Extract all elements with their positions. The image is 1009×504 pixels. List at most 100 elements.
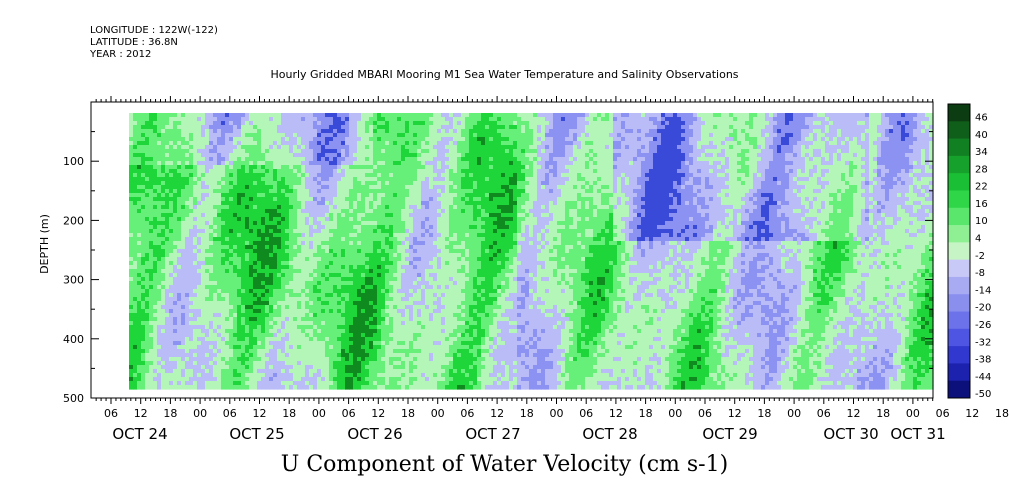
heatmap-cell <box>153 209 158 214</box>
heatmap-cell <box>185 129 190 134</box>
heatmap-cell <box>149 185 154 190</box>
heatmap-cell <box>161 369 166 374</box>
heatmap-cell <box>205 381 210 386</box>
heatmap-cell <box>185 309 190 314</box>
heatmap-cell <box>141 245 146 250</box>
heatmap-cell <box>145 133 150 138</box>
heatmap-cell <box>177 117 182 122</box>
heatmap-cell <box>149 121 154 126</box>
heatmap-cell <box>137 297 142 302</box>
heatmap-cell <box>169 245 174 250</box>
heatmap-cell <box>209 209 214 214</box>
heatmap-cell <box>161 277 166 282</box>
heatmap-cell <box>205 201 210 206</box>
heatmap-cell <box>189 297 194 302</box>
heatmap-cell <box>205 177 210 182</box>
heatmap-cell <box>129 349 134 354</box>
heatmap-cell <box>177 209 182 214</box>
heatmap-cell <box>129 325 134 330</box>
heatmap-cell <box>185 261 190 266</box>
heatmap-cell <box>197 225 202 230</box>
heatmap-cell <box>153 197 158 202</box>
heatmap-cell <box>205 281 210 286</box>
heatmap-cell <box>161 161 166 166</box>
heatmap-cell <box>133 293 138 298</box>
heatmap-cell <box>197 249 202 254</box>
heatmap-cell <box>181 305 186 310</box>
heatmap-cell <box>201 249 206 254</box>
heatmap-cell <box>201 165 206 170</box>
heatmap-cell <box>141 205 146 210</box>
heatmap-cell <box>193 129 198 134</box>
heatmap-cell <box>177 317 182 322</box>
heatmap-cell <box>161 361 166 366</box>
heatmap-cell <box>185 293 190 298</box>
heatmap-cell <box>129 161 134 166</box>
heatmap-cell <box>193 297 198 302</box>
heatmap-cell <box>161 301 166 306</box>
heatmap-cell <box>173 229 178 234</box>
heatmap-cell <box>193 121 198 126</box>
heatmap-cell <box>129 201 134 206</box>
heatmap-cell <box>129 249 134 254</box>
heatmap-cell <box>189 281 194 286</box>
heatmap-cell <box>133 289 138 294</box>
heatmap-cell <box>165 361 170 366</box>
heatmap-cell <box>189 193 194 198</box>
heatmap-cell <box>173 253 178 258</box>
heatmap-cell <box>161 365 166 370</box>
heatmap-cell <box>193 281 198 286</box>
heatmap-cell <box>205 249 210 254</box>
heatmap-cell <box>169 141 174 146</box>
heatmap-cell <box>137 249 142 254</box>
heatmap-cell <box>129 261 134 266</box>
heatmap-cell <box>133 277 138 282</box>
heatmap-cell <box>181 157 186 162</box>
heatmap-cell <box>165 353 170 358</box>
heatmap-cell <box>129 213 134 218</box>
heatmap-cell <box>205 213 210 218</box>
heatmap-cell <box>149 313 154 318</box>
heatmap-cell <box>153 273 158 278</box>
heatmap-cell <box>129 253 134 258</box>
heatmap-cell <box>181 229 186 234</box>
heatmap-cell <box>181 181 186 186</box>
heatmap-cell <box>193 317 198 322</box>
heatmap-cell <box>153 149 158 154</box>
heatmap-cell <box>205 377 210 382</box>
heatmap-cell <box>201 169 206 174</box>
heatmap-cell <box>197 197 202 202</box>
heatmap-cell <box>209 141 214 146</box>
heatmap-cell <box>177 173 182 178</box>
heatmap-cell <box>141 369 146 374</box>
heatmap-cell <box>205 257 210 262</box>
heatmap-cell <box>173 113 178 118</box>
heatmap-cell <box>157 241 162 246</box>
heatmap-cell <box>161 305 166 310</box>
heatmap-cell <box>137 369 142 374</box>
heatmap-cell <box>185 337 190 342</box>
heatmap-cell <box>161 121 166 126</box>
heatmap-cell <box>177 125 182 130</box>
heatmap-cell <box>145 197 150 202</box>
heatmap-cell <box>161 273 166 278</box>
heatmap-cell <box>181 377 186 382</box>
heatmap-cell <box>201 329 206 334</box>
heatmap-cell <box>145 285 150 290</box>
heatmap-cell <box>157 113 162 118</box>
heatmap-cell <box>157 217 162 222</box>
heatmap-cell <box>185 333 190 338</box>
heatmap-cell <box>129 353 134 358</box>
heatmap-cell <box>149 345 154 350</box>
heatmap-cell <box>185 145 190 150</box>
heatmap-cell <box>157 173 162 178</box>
heatmap-cell <box>137 281 142 286</box>
heatmap-cell <box>157 349 162 354</box>
heatmap-cell <box>145 233 150 238</box>
heatmap-cell <box>137 145 142 150</box>
heatmap-cell <box>149 165 154 170</box>
heatmap-cell <box>161 357 166 362</box>
heatmap-cell <box>189 145 194 150</box>
heatmap-cell <box>177 325 182 330</box>
heatmap-cell <box>209 165 214 170</box>
